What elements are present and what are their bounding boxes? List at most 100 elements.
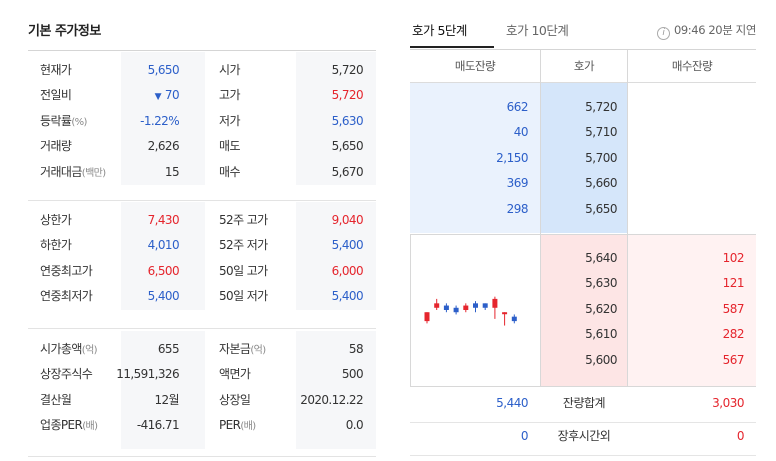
grid-line: [540, 50, 541, 386]
info-value-text: 12월: [154, 392, 179, 407]
info-label-text: 52주 저가: [219, 238, 268, 253]
delay-time: i 09:46 20분 지연: [656, 22, 756, 40]
info-value: -416.71: [133, 413, 180, 440]
delay-time-text: 09:46 20분 지연: [673, 23, 756, 37]
info-label-unit: (배): [82, 421, 98, 433]
value-column-bg: [121, 331, 205, 449]
group-divider: [28, 328, 376, 329]
info-label: 50일 고가: [219, 259, 268, 285]
info-value: 7,430: [144, 208, 180, 235]
info-label: 매도: [219, 134, 240, 160]
info-label-text: 상장일: [219, 392, 251, 407]
bid-price[interactable]: 5,640: [585, 251, 617, 265]
value-column-bg: [296, 202, 376, 310]
ask-qty: 40: [513, 125, 529, 140]
info-value-text: -416.71: [136, 418, 180, 433]
candle-body: [463, 305, 469, 310]
tab-orderbook-10[interactable]: 호가 10단계: [506, 23, 569, 38]
info-label-text: PER: [219, 418, 241, 433]
info-row: 거래대금(백만) 15 매수 5,670: [28, 160, 376, 185]
info-label: 52주 고가: [219, 208, 268, 234]
value-column-bg: [121, 52, 205, 185]
total-label: 잔량합계: [562, 396, 606, 410]
candle-body: [511, 316, 517, 322]
info-row: 연중최저가 5,400 50일 저가 5,400: [28, 284, 376, 309]
info-value: ▼ 70: [155, 83, 180, 110]
info-value: 5,720: [331, 88, 364, 103]
info-value: 6,000: [331, 263, 364, 278]
info-value: 5,400: [144, 284, 180, 311]
info-label-unit: (%): [71, 116, 87, 128]
ask-price[interactable]: 5,710: [585, 125, 617, 140]
info-label: 50일 저가: [219, 284, 268, 310]
info-label: 등락률(%): [40, 109, 87, 135]
info-label: 상장주식수: [40, 362, 93, 388]
info-value: 5,400: [331, 289, 364, 304]
grid-line: [410, 234, 756, 235]
info-value: 0.0: [345, 418, 364, 433]
info-label-unit: (백만): [81, 167, 106, 179]
info-label: 고가: [219, 83, 240, 109]
ask-qty: 298: [506, 201, 529, 216]
info-value: 5,720: [331, 63, 364, 77]
info-label-text: 연중최고가: [40, 263, 93, 278]
info-label: 업종PER(배): [40, 413, 98, 439]
info-row: 상한가 7,430 52주 고가 9,040: [28, 208, 376, 233]
bid-price[interactable]: 5,620: [585, 301, 617, 316]
info-label-text: 액면가: [219, 367, 251, 382]
value-column-bg: [121, 202, 205, 310]
candle-body: [434, 303, 440, 308]
info-value: 655: [154, 337, 180, 364]
info-label: 하한가: [40, 233, 72, 259]
bid-price[interactable]: 5,630: [585, 276, 617, 291]
info-label-unit: (억): [250, 345, 266, 356]
info-value: 11,591,326: [112, 362, 179, 389]
info-label-text: 상장주식수: [40, 367, 93, 382]
info-group: 상한가 7,430 52주 고가 9,040 하한가 4,010 52주 저가 5,400 연중…: [28, 202, 376, 310]
info-label: 거래대금(백만): [40, 160, 106, 186]
value-column-bg: [296, 52, 376, 185]
info-value-text: 655: [157, 342, 180, 356]
info-label: 연중최저가: [40, 284, 93, 310]
info-label-text: 자본금: [219, 342, 251, 356]
info-label-text: 50일 저가: [219, 289, 268, 304]
info-value: 15: [161, 160, 180, 187]
info-label-text: 고가: [219, 88, 240, 103]
candle-body: [443, 305, 449, 310]
info-label-text: 등락률: [40, 113, 72, 128]
info-value: -1.22%: [136, 109, 179, 136]
info-value: 5,670: [331, 164, 364, 179]
info-value-text: -1.22%: [140, 113, 179, 128]
info-value: 58: [348, 342, 364, 356]
info-value-text: 5,400: [147, 289, 180, 304]
info-row: 연중최고가 6,500 50일 고가 6,000: [28, 259, 376, 284]
ask-qty: 2,150: [496, 150, 528, 165]
grid-line: [410, 234, 411, 387]
info-row: 상장주식수 11,591,326 액면가 500: [28, 362, 376, 387]
info-label: 결산월: [40, 388, 72, 414]
orderbook-header: 매도잔량 호가 매수잔량: [410, 50, 756, 82]
bid-price[interactable]: 5,610: [585, 327, 617, 342]
info-label-text: 상한가: [40, 213, 72, 227]
info-value-text: 15: [164, 164, 180, 179]
bid-price[interactable]: 5,600: [585, 352, 617, 367]
info-label: 연중최고가: [40, 259, 93, 285]
info-label-unit: (배): [240, 421, 256, 433]
info-label-text: 결산월: [40, 392, 72, 407]
info-label: 시가총액(억): [40, 337, 98, 363]
grid-line: [410, 455, 756, 456]
ask-price[interactable]: 5,660: [585, 176, 617, 191]
info-value: 500: [341, 367, 364, 382]
info-value-text: 5,650: [147, 63, 180, 77]
info-label-text: 거래대금: [40, 164, 82, 179]
info-label: 현재가: [40, 58, 72, 84]
ask-price[interactable]: 5,700: [585, 150, 617, 165]
tab-orderbook-5[interactable]: 호가 5단계: [410, 20, 494, 48]
total-sell-qty: 5,440: [496, 396, 528, 410]
candle-body: [473, 303, 478, 308]
basic-info-title: 기본 주가정보: [28, 24, 101, 39]
info-icon[interactable]: i: [656, 27, 670, 40]
ask-price[interactable]: 5,720: [585, 100, 617, 114]
info-value-text: 2,626: [147, 139, 180, 154]
ask-price[interactable]: 5,650: [585, 201, 617, 216]
